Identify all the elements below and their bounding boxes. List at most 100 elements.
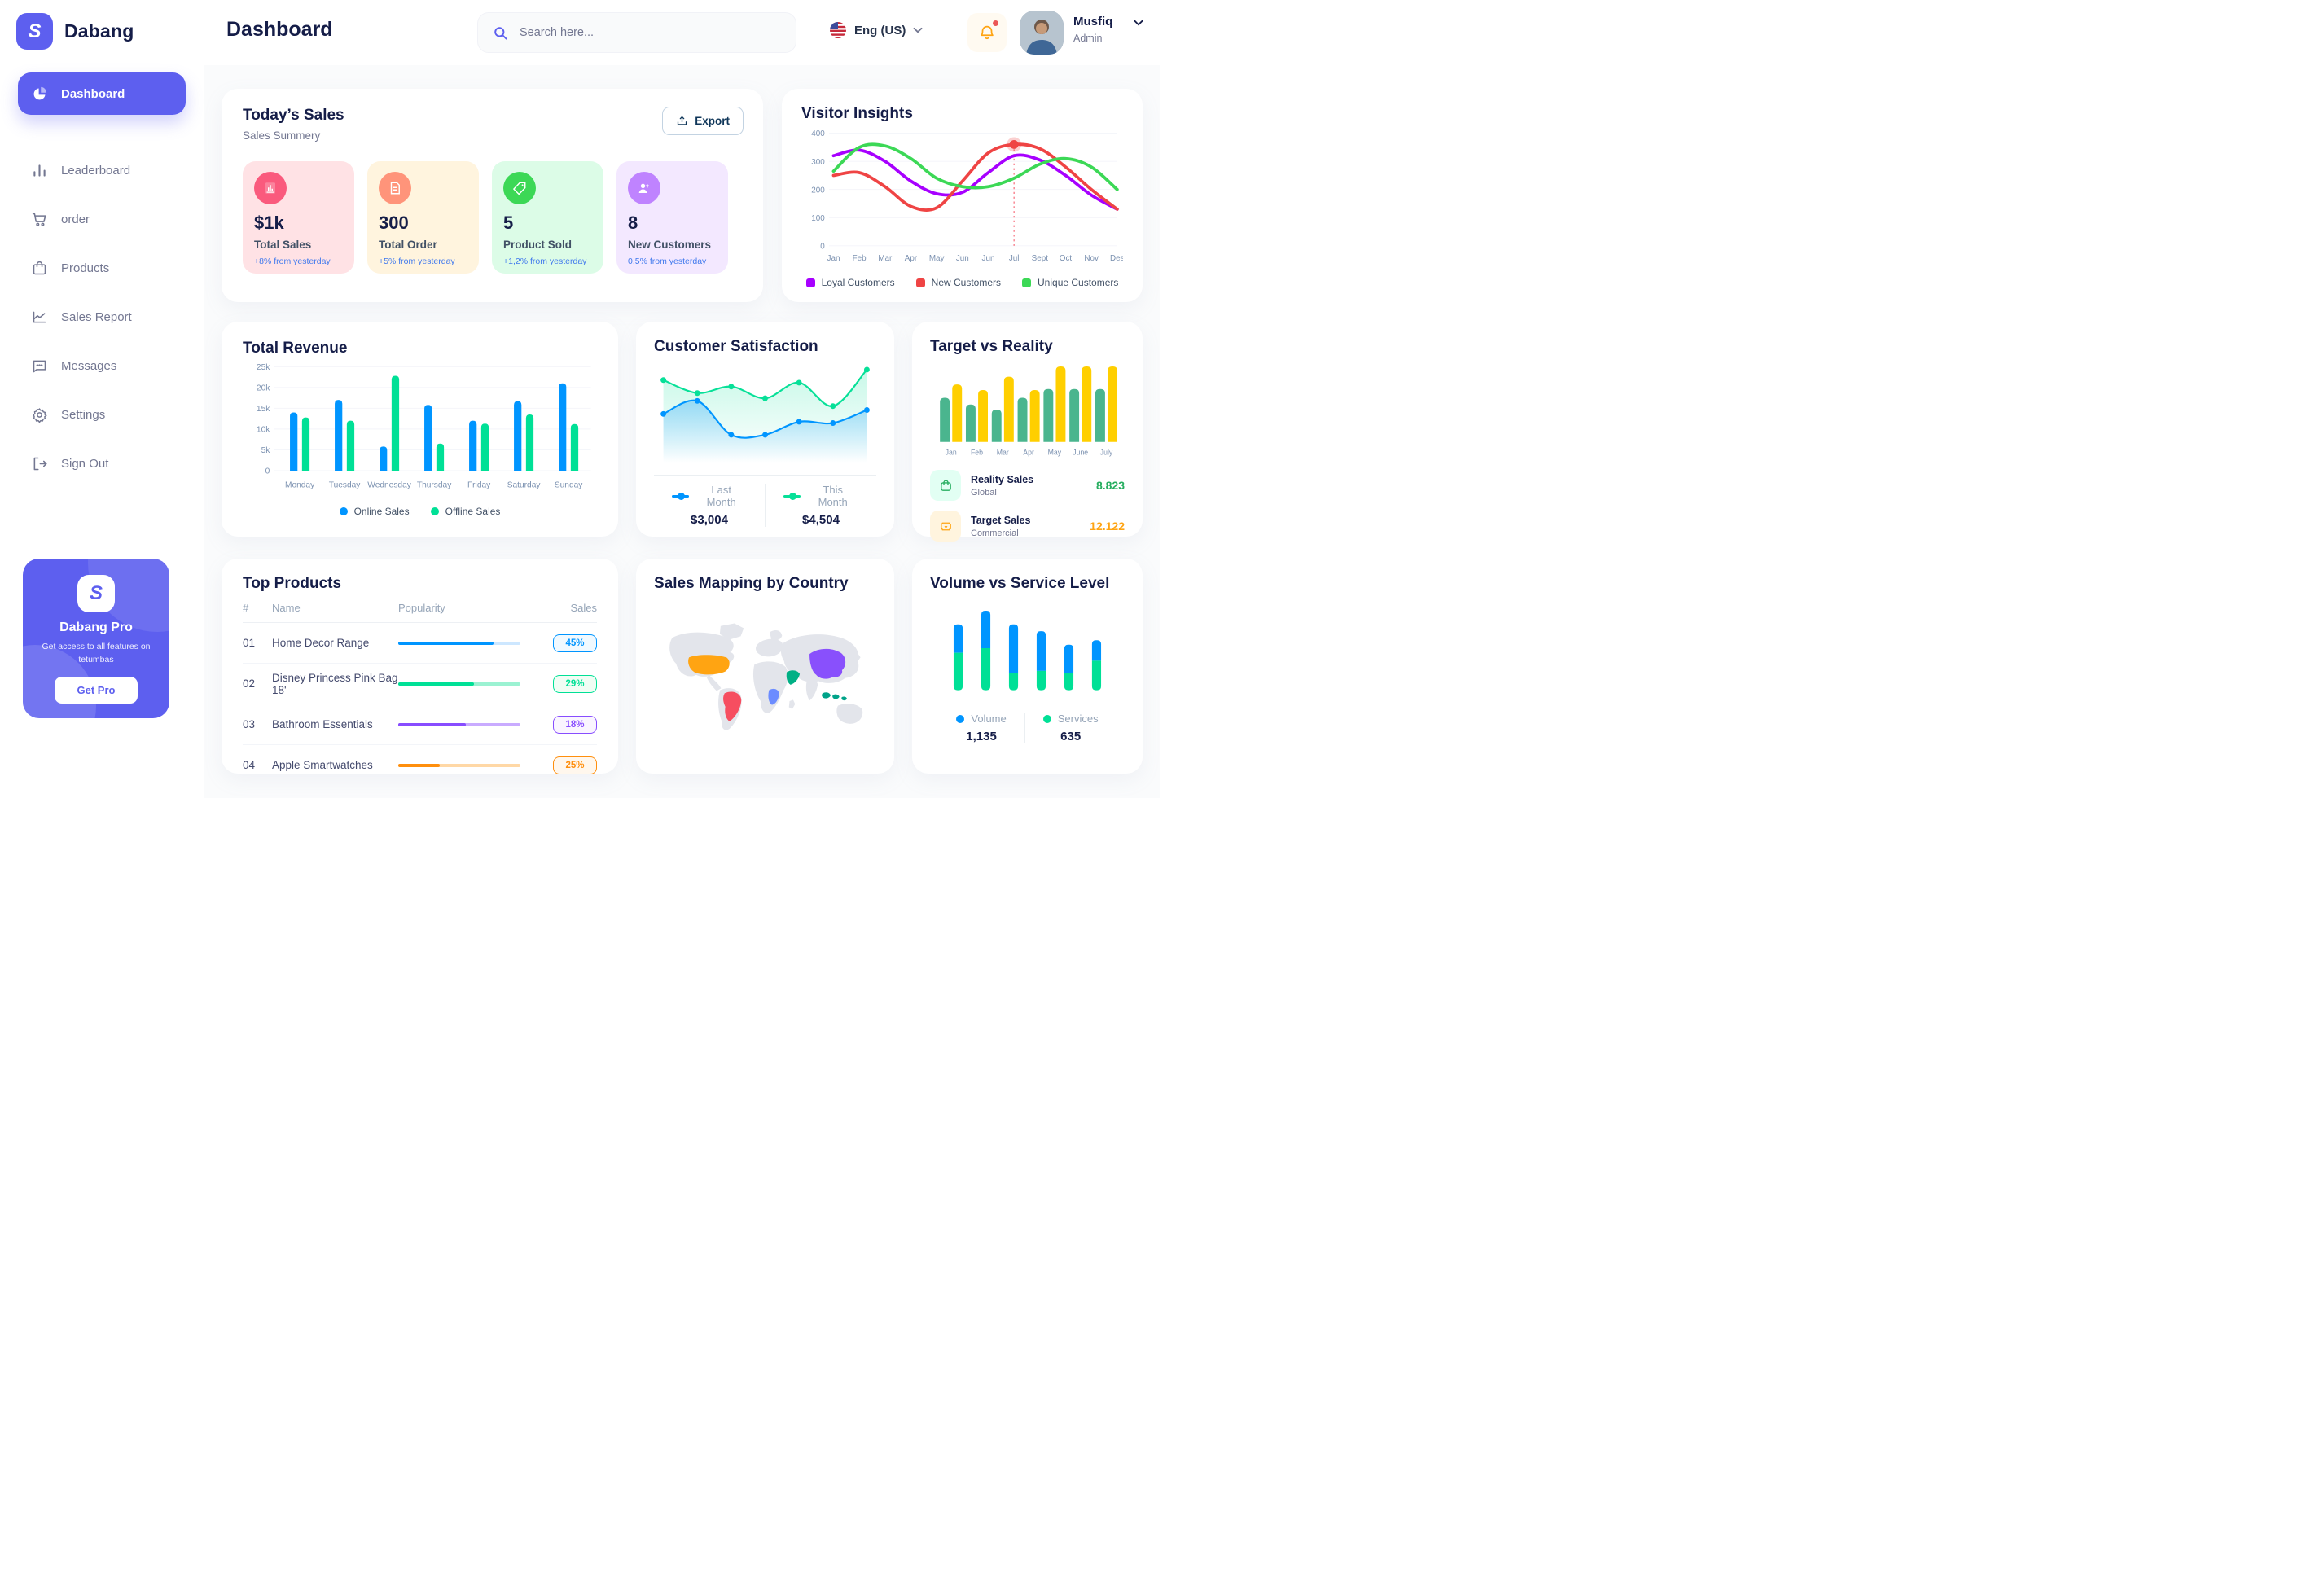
legend-label: Target Sales: [971, 514, 1031, 526]
todays-sales-subtitle: Sales Summery: [243, 129, 321, 142]
export-button[interactable]: Export: [662, 107, 744, 135]
svg-text:Oct: Oct: [1060, 254, 1073, 263]
sidebar-item-label: Products: [61, 261, 110, 275]
search-input[interactable]: [518, 25, 781, 40]
svg-text:June: June: [1073, 449, 1088, 457]
svg-text:200: 200: [811, 186, 825, 195]
sidebar-menu: Dashboard Leaderboard order Products Sal…: [0, 72, 204, 484]
table-row: 03 Bathroom Essentials 18%: [243, 704, 597, 745]
svg-text:Mar: Mar: [878, 254, 893, 263]
sidebar: S Dabang Dashboard Leaderboard order Pro…: [0, 0, 204, 798]
continent-europe: [756, 638, 783, 657]
volume-service-card: Volume vs Service Level Volume 1,135 Ser…: [912, 559, 1143, 774]
chat-icon: [31, 357, 48, 375]
todays-sales-card: Today’s Sales Sales Summery Export $1k T…: [222, 89, 763, 302]
svg-text:Friday: Friday: [467, 480, 491, 489]
file-icon: [379, 172, 411, 204]
todays-sales-title: Today’s Sales: [243, 107, 344, 124]
target-vs-reality-chart: Jan Feb Mar Apr May June July: [940, 366, 1118, 457]
services-dot-icon: [1042, 714, 1051, 723]
reality-sales-legend-row: Reality Sales Global 8.823: [930, 470, 1125, 501]
continent-india: [805, 679, 818, 701]
sidebar-item-label: Leaderboard: [61, 163, 131, 178]
country-united-states[interactable]: [688, 655, 730, 675]
stat-new-customers: 8 New Customers 0,5% from yesterday: [616, 161, 728, 274]
continent-scandinavia: [769, 629, 783, 641]
sidebar-item-sales-report[interactable]: Sales Report: [18, 296, 186, 338]
country-brazil[interactable]: [723, 691, 742, 721]
svg-text:Monday: Monday: [285, 480, 315, 489]
top-products-header: # Name Popularity Sales: [243, 593, 597, 623]
sales-mapping-card: Sales Mapping by Country: [636, 559, 894, 774]
pro-subtitle: Get access to all features on tetumbas: [42, 642, 151, 664]
table-row: 02 Disney Princess Pink Bag 18' 29%: [243, 664, 597, 704]
legend-item: Offline Sales: [430, 506, 500, 517]
bag-icon: [31, 260, 48, 277]
svg-text:20k: 20k: [257, 384, 270, 393]
country-saudi-arabia[interactable]: [786, 670, 801, 685]
stat-label: Total Order: [379, 239, 437, 251]
sidebar-item-leaderboard[interactable]: Leaderboard: [18, 149, 186, 191]
svg-text:5k: 5k: [261, 446, 271, 455]
sidebar-item-order[interactable]: order: [18, 198, 186, 240]
total-revenue-title: Total Revenue: [243, 340, 348, 357]
sidebar-item-messages[interactable]: Messages: [18, 344, 186, 387]
pro-title: Dabang Pro: [59, 620, 133, 634]
total-revenue-card: Total Revenue 0 5k 10k 15k 20k 25k Monday Tuesd…: [222, 322, 618, 537]
sidebar-item-settings[interactable]: Settings: [18, 393, 186, 436]
visitor-insights-title: Visitor Insights: [801, 105, 913, 122]
svg-text:100: 100: [811, 214, 825, 223]
volume-dot-icon: [956, 714, 965, 723]
brand-logo-icon: S: [16, 13, 53, 50]
svg-text:Jan: Jan: [946, 449, 957, 457]
avatar[interactable]: [1020, 11, 1064, 55]
legend-label: Reality Sales: [971, 473, 1034, 485]
bag-small-icon: [930, 470, 961, 501]
sidebar-item-products[interactable]: Products: [18, 247, 186, 289]
pie-chart-icon: [31, 86, 48, 103]
svg-text:10k: 10k: [257, 426, 270, 435]
continent-greenland: [719, 623, 744, 640]
profile-chevron-icon[interactable]: [1134, 20, 1143, 26]
gear-icon: [31, 406, 48, 423]
continent-australia: [836, 704, 863, 724]
visitor-insights-legend: Loyal Customers New Customers Unique Custo…: [801, 277, 1123, 288]
total-revenue-legend: Online Sales Offline Sales: [243, 506, 597, 517]
country-dr-congo[interactable]: [768, 688, 779, 705]
continent-japan: [853, 653, 861, 663]
column-header: Sales: [570, 601, 597, 614]
legend-item: Unique Customers: [1022, 277, 1118, 288]
sidebar-item-sign-out[interactable]: Sign Out: [18, 442, 186, 484]
topbar: Dashboard Eng (US) Musfiq Admin: [204, 0, 1160, 65]
get-pro-button[interactable]: Get Pro: [54, 676, 138, 704]
product-name: Apple Smartwatches: [272, 759, 373, 771]
pro-logo-icon: S: [77, 575, 115, 612]
stat-cards: $1k Total Sales +8% from yesterday 300 T…: [243, 161, 742, 274]
stat-value: 300: [379, 213, 409, 233]
country-china[interactable]: [809, 648, 846, 679]
legend-item: Online Sales: [339, 506, 410, 517]
row-number: 02: [243, 677, 256, 690]
svg-text:0: 0: [820, 242, 825, 251]
sidebar-item-label: order: [61, 212, 90, 226]
chart-doc-icon: [254, 172, 287, 204]
legend-value: 12.122: [1090, 520, 1125, 533]
last-month-marker-icon: [672, 492, 690, 500]
us-flag-icon: [829, 21, 847, 39]
main-content: Today’s Sales Sales Summery Export $1k T…: [204, 65, 1160, 798]
language-selector[interactable]: Eng (US): [829, 21, 923, 39]
svg-text:Apr: Apr: [905, 254, 918, 263]
sign-out-icon: [31, 455, 48, 472]
stat-value: 5: [503, 213, 514, 233]
stat-total-order: 300 Total Order +5% from yesterday: [367, 161, 479, 274]
svg-text:Sunday: Sunday: [555, 480, 583, 489]
target-vs-reality-title: Target vs Reality: [930, 338, 1053, 355]
sidebar-item-dashboard[interactable]: Dashboard: [18, 72, 186, 115]
svg-text:Feb: Feb: [853, 254, 867, 263]
table-row: 04 Apple Smartwatches 25%: [243, 745, 597, 785]
country-indonesia[interactable]: [822, 692, 847, 701]
notification-button[interactable]: [967, 13, 1007, 52]
stat-label: Total Sales: [254, 239, 312, 251]
stat-label: New Customers: [628, 239, 712, 251]
popularity-bar: [398, 641, 520, 645]
